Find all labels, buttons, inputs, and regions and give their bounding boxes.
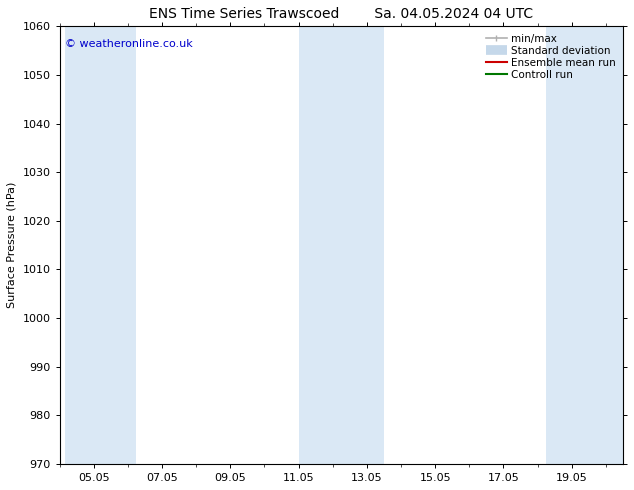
Text: © weatheronline.co.uk: © weatheronline.co.uk	[65, 39, 193, 49]
Y-axis label: Surface Pressure (hPa): Surface Pressure (hPa)	[7, 182, 17, 308]
Title: ENS Time Series Trawscoed        Sa. 04.05.2024 04 UTC: ENS Time Series Trawscoed Sa. 04.05.2024…	[149, 7, 533, 21]
Legend: min/max, Standard deviation, Ensemble mean run, Controll run: min/max, Standard deviation, Ensemble me…	[484, 31, 618, 82]
Bar	[65, 26, 94, 464]
Bar	[546, 26, 563, 464]
Bar	[94, 26, 136, 464]
Bar	[563, 26, 623, 464]
Bar	[299, 26, 316, 464]
Bar	[316, 26, 384, 464]
